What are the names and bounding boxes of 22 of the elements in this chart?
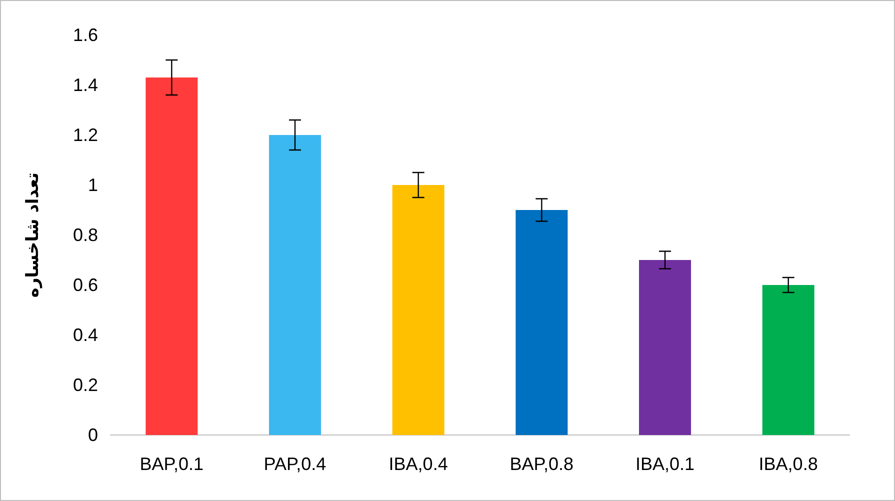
x-tick-label: IBA,0.8 bbox=[758, 454, 818, 474]
y-tick-label: 1.2 bbox=[72, 125, 98, 145]
y-tick-label: 0.2 bbox=[72, 375, 98, 395]
bar bbox=[269, 135, 321, 435]
bar bbox=[516, 210, 568, 435]
x-tick-label: BAP,0.8 bbox=[510, 454, 574, 474]
y-tick-label: 0 bbox=[88, 425, 98, 445]
bar bbox=[762, 285, 814, 435]
bar bbox=[639, 260, 691, 435]
y-tick-label: 0.8 bbox=[72, 225, 98, 245]
y-tick-label: 0.4 bbox=[72, 325, 98, 345]
x-tick-label: IBA,0.1 bbox=[635, 454, 695, 474]
bar bbox=[146, 78, 198, 435]
y-tick-label: 1.6 bbox=[72, 25, 98, 45]
bar bbox=[392, 185, 444, 435]
x-tick-label: IBA,0.4 bbox=[388, 454, 448, 474]
x-tick-label: BAP,0.1 bbox=[140, 454, 204, 474]
y-tick-label: 1.4 bbox=[72, 75, 98, 95]
y-tick-label: 0.6 bbox=[72, 275, 98, 295]
y-tick-label: 1 bbox=[88, 175, 98, 195]
x-tick-label: PAP,0.4 bbox=[264, 454, 326, 474]
y-axis-title: تعداد شاخساره bbox=[23, 172, 43, 298]
